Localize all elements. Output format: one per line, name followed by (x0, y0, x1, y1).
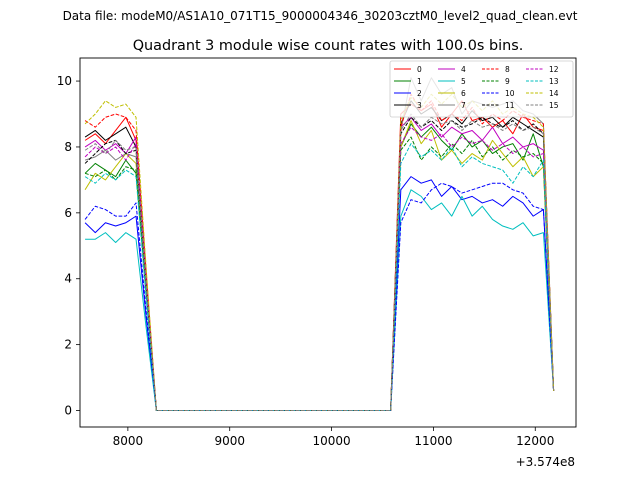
series-layer (84, 77, 555, 412)
legend-label-12: 12 (549, 65, 559, 74)
y-tick-label: 2 (64, 338, 72, 352)
y-tick-label: 0 (64, 404, 72, 418)
axes-frame (79, 57, 577, 428)
legend-frame (389, 60, 574, 118)
y-tick-label: 6 (64, 206, 72, 220)
x-axis: 8000 9000 10000 11000 12000 (113, 427, 554, 448)
y-tick-label: 8 (64, 140, 72, 154)
x-tick-label: 9000 (214, 434, 245, 448)
x-offset-label: +3.574e8 (516, 455, 575, 469)
legend-label-11: 11 (505, 101, 515, 110)
legend-label-4: 4 (461, 65, 466, 74)
x-tick-label: 11000 (414, 434, 452, 448)
legend-label-3: 3 (417, 101, 422, 110)
legend-label-2: 2 (417, 89, 422, 98)
x-tick-label: 8000 (113, 434, 144, 448)
legend-label-10: 10 (505, 89, 515, 98)
legend-label-1: 1 (417, 77, 422, 86)
y-axis: 0 2 4 6 8 10 (57, 74, 80, 418)
series-line-15 (84, 113, 555, 412)
x-tick-label: 12000 (516, 434, 554, 448)
x-tick-label: 10000 (312, 434, 350, 448)
y-tick-label: 4 (64, 272, 72, 286)
y-tick-label: 10 (57, 74, 72, 88)
legend-label-7: 7 (461, 101, 466, 110)
suptitle: Data file: modeM0/AS1A10_071T15_90000043… (63, 9, 578, 23)
legend-label-15: 15 (549, 101, 559, 110)
legend-label-9: 9 (505, 77, 510, 86)
legend-label-14: 14 (549, 89, 559, 98)
plot-area (80, 58, 576, 427)
chart-title: Quadrant 3 module wise count rates with … (133, 38, 524, 54)
legend-label-8: 8 (505, 65, 510, 74)
legend-label-5: 5 (461, 77, 466, 86)
legend-label-6: 6 (461, 89, 466, 98)
legend-label-13: 13 (549, 77, 559, 86)
legend-label-0: 0 (417, 65, 422, 74)
